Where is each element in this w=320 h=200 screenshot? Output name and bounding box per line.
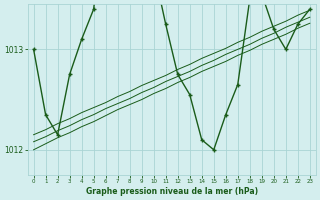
X-axis label: Graphe pression niveau de la mer (hPa): Graphe pression niveau de la mer (hPa) [86,187,258,196]
